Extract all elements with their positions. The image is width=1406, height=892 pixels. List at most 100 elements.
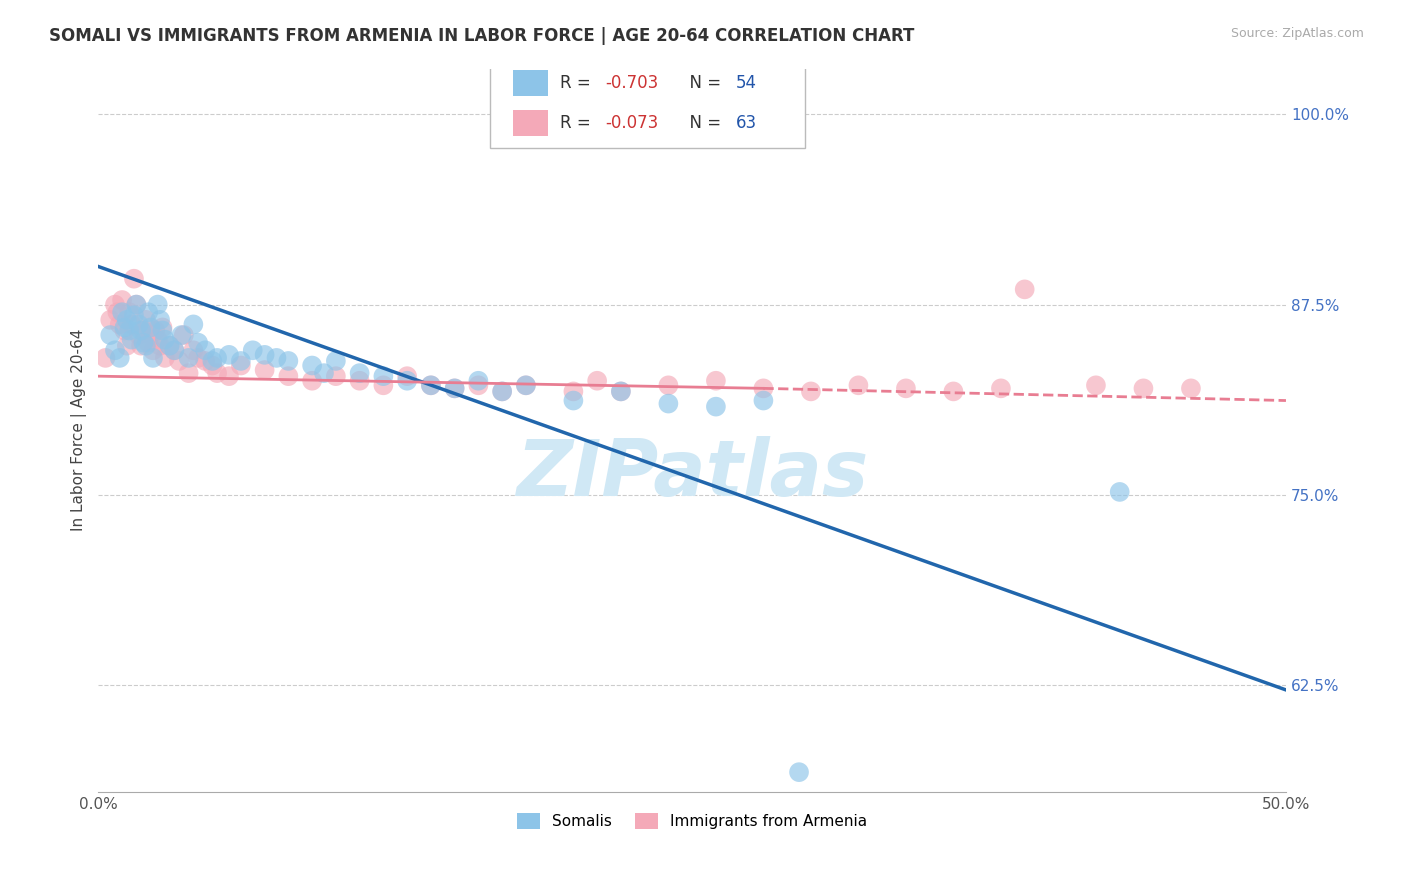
Point (183, 343, 205, 358)
Point (142, 351, 165, 365)
Point (201, 359, 224, 373)
Point (149, 339, 172, 353)
Point (349, 374, 371, 388)
Text: -0.073: -0.073 (606, 114, 658, 132)
Point (1084, 378, 1107, 392)
Point (373, 378, 395, 392)
Point (373, 369, 395, 384)
Point (467, 374, 489, 388)
Point (115, 339, 138, 353)
Point (1108, 484, 1130, 499)
Point (135, 313, 157, 327)
Point (159, 339, 181, 353)
Point (704, 400, 727, 414)
Point (586, 374, 609, 388)
Point (419, 378, 441, 392)
Point (800, 384, 823, 399)
Point (139, 328, 162, 343)
Point (128, 318, 150, 332)
Point (704, 374, 727, 388)
Point (142, 343, 165, 358)
Point (187, 335, 209, 350)
Point (562, 384, 585, 399)
Point (301, 374, 323, 388)
Text: N =: N = (679, 74, 727, 92)
Point (229, 354, 252, 368)
Point (128, 328, 150, 343)
Point (752, 393, 775, 408)
Point (98, 328, 121, 343)
Point (146, 297, 169, 311)
Point (118, 305, 141, 319)
Text: R =: R = (561, 114, 596, 132)
Point (163, 343, 186, 358)
Point (205, 351, 228, 365)
Text: Source: ZipAtlas.com: Source: ZipAtlas.com (1230, 27, 1364, 40)
Point (170, 328, 193, 343)
Point (491, 384, 513, 399)
Point (467, 378, 489, 392)
Point (163, 343, 186, 358)
Point (610, 384, 633, 399)
Point (114, 323, 136, 337)
Point (657, 396, 679, 410)
Point (177, 366, 200, 380)
Point (194, 354, 217, 368)
Point (146, 333, 169, 347)
Point (242, 343, 264, 358)
Point (491, 384, 513, 399)
Point (122, 271, 145, 285)
Point (173, 328, 195, 343)
Point (129, 323, 152, 337)
Point (143, 323, 166, 337)
Point (122, 308, 145, 322)
Point (104, 297, 127, 311)
Point (229, 359, 252, 373)
Point (515, 378, 537, 392)
Point (277, 354, 299, 368)
Point (218, 369, 240, 384)
Point (104, 343, 127, 358)
FancyBboxPatch shape (491, 55, 806, 148)
Point (125, 297, 148, 311)
Point (149, 313, 172, 327)
Point (443, 381, 465, 395)
Point (201, 354, 224, 368)
Point (152, 323, 174, 337)
Point (942, 384, 965, 399)
Point (610, 384, 633, 399)
Point (129, 339, 152, 353)
Point (848, 378, 870, 392)
Point (990, 381, 1012, 395)
Point (115, 313, 138, 327)
Point (253, 363, 276, 377)
Point (177, 351, 200, 365)
Point (277, 369, 299, 384)
Point (325, 369, 347, 384)
Legend: Somalis, Immigrants from Armenia: Somalis, Immigrants from Armenia (510, 806, 873, 835)
Point (1180, 381, 1202, 395)
Text: SOMALI VS IMMIGRANTS FROM ARMENIA IN LABOR FORCE | AGE 20-64 CORRELATION CHART: SOMALI VS IMMIGRANTS FROM ARMENIA IN LAB… (49, 27, 914, 45)
Point (1014, 282, 1036, 296)
Point (108, 318, 131, 332)
Point (121, 318, 143, 332)
Point (114, 320, 136, 334)
Point (253, 348, 276, 362)
Point (136, 305, 159, 319)
Point (125, 297, 148, 311)
Point (152, 320, 174, 334)
Point (105, 305, 128, 319)
Text: ZIPatlas: ZIPatlas (516, 435, 869, 512)
Point (657, 378, 679, 392)
Point (153, 333, 176, 347)
Point (132, 323, 155, 337)
Point (515, 378, 537, 392)
Text: 63: 63 (737, 114, 758, 132)
Point (301, 359, 323, 373)
Text: -0.703: -0.703 (606, 74, 658, 92)
Point (153, 351, 176, 365)
Point (167, 354, 190, 368)
Point (443, 381, 465, 395)
Text: N =: N = (679, 114, 727, 132)
Point (183, 318, 205, 332)
